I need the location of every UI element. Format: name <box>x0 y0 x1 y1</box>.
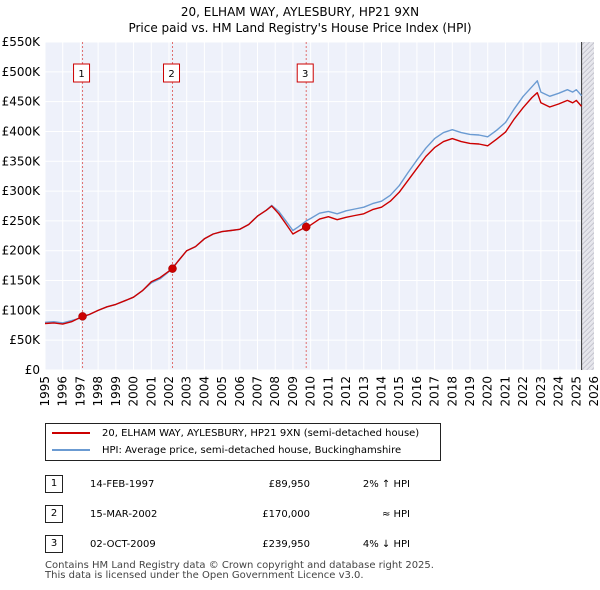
x-tick-label: 2007 <box>251 376 265 407</box>
sale-row: 2 15-MAR-2002 £170,000 ≈ HPI <box>45 505 485 523</box>
x-tick-label: 2023 <box>534 376 548 407</box>
x-tick-label: 2026 <box>587 376 600 407</box>
hatch-stroke <box>581 202 594 216</box>
sale-marker <box>168 264 177 273</box>
sale-number-badge: 2 <box>45 505 63 523</box>
y-tick-label: £100K <box>2 303 42 317</box>
sale-row: 3 02-OCT-2009 £239,950 4% ↓ HPI <box>45 535 485 553</box>
x-tick-label: 2008 <box>268 376 282 407</box>
sale-hpi-comparison: 4% ↓ HPI <box>362 539 410 550</box>
x-tick-label: 2025 <box>569 376 583 407</box>
series-lines <box>44 80 583 325</box>
legend-item-property: 20, ELHAM WAY, AYLESBURY, HP21 9XN (semi… <box>52 426 419 442</box>
x-tick-label: 1995 <box>38 376 52 407</box>
y-tick-label: £0 <box>25 363 40 377</box>
sale-number-box <box>296 63 314 83</box>
x-tick-label: 2013 <box>357 376 371 407</box>
sale-hpi-comparison: ≈ HPI <box>381 509 410 520</box>
x-tick-label: 2024 <box>552 376 566 407</box>
sale-number-badge: 3 <box>45 535 63 553</box>
x-tick-label: 1998 <box>91 376 105 407</box>
legend: 20, ELHAM WAY, AYLESBURY, HP21 9XN (semi… <box>45 423 441 461</box>
x-tick-label: 2006 <box>233 376 247 407</box>
x-tick-label: 2001 <box>144 376 158 407</box>
x-tick-label: 2003 <box>180 376 194 407</box>
y-tick-label: £300K <box>2 184 42 198</box>
sale-date: 15-MAR-2002 <box>90 509 158 520</box>
sale-number-box <box>73 63 91 83</box>
x-tick-label: 1996 <box>56 376 70 407</box>
legend-swatch-property <box>52 432 90 434</box>
x-tick-label: 2010 <box>304 376 318 407</box>
y-tick-label: £50K <box>9 333 41 347</box>
x-tick-label: 2017 <box>428 376 442 407</box>
legend-label-hpi: HPI: Average price, semi-detached house,… <box>102 445 402 456</box>
sale-row: 1 14-FEB-1997 £89,950 2% ↑ HPI <box>45 475 485 493</box>
plot-background <box>45 42 594 370</box>
hatch-stroke <box>581 92 594 106</box>
x-tick-label: 2016 <box>410 376 424 407</box>
x-tick-label: 2004 <box>197 376 211 407</box>
x-tick-label: 2009 <box>286 376 300 407</box>
footer-license: This data is licensed under the Open Gov… <box>45 570 364 581</box>
property-series-line <box>44 91 583 325</box>
sale-markers <box>78 222 311 321</box>
legend-item-hpi: HPI: Average price, semi-detached house,… <box>52 443 401 459</box>
y-tick-label: £250K <box>2 214 42 228</box>
hatch-stroke <box>597 42 600 370</box>
future-hatch <box>581 42 600 370</box>
sale-marker <box>78 312 87 321</box>
y-tick-label: £350K <box>2 154 42 168</box>
sale-marker <box>301 222 311 232</box>
sale-date-lines: 1 2 3 <box>73 42 583 370</box>
sale-number-label: 1 <box>78 69 84 80</box>
x-tick-label: 2022 <box>516 376 530 407</box>
axis-tick-labels: £0 £50K £100K £150K £200K £250K £300K £350K £400… <box>2 35 600 407</box>
x-tick-label: 1999 <box>109 376 123 407</box>
x-tick-label: 2000 <box>127 376 141 407</box>
x-tick-label: 2002 <box>162 376 176 407</box>
x-tick-label: 1997 <box>73 376 87 407</box>
x-tick-label: 2012 <box>339 376 353 407</box>
price-chart: 1 2 3 £0 £50K £100K £150K £200K £250K £300K £350K… <box>2 35 600 407</box>
y-tick-label: £400K <box>2 124 42 138</box>
x-tick-label: 2021 <box>498 376 512 407</box>
hatch-stroke <box>581 87 594 101</box>
x-tick-label: 2020 <box>481 376 495 407</box>
footer-copyright: Contains HM Land Registry data © Crown c… <box>45 560 434 571</box>
sale-price: £170,000 <box>262 509 310 520</box>
y-tick-label: £450K <box>2 95 42 109</box>
sale-number-box <box>163 63 181 83</box>
future-region <box>581 42 594 370</box>
sale-hpi-comparison: 2% ↑ HPI <box>362 479 410 490</box>
hatch-stroke <box>581 197 594 211</box>
x-tick-label: 2014 <box>374 376 388 407</box>
footer: Contains HM Land Registry data © Crown c… <box>45 561 434 581</box>
y-tick-label: £150K <box>2 274 42 288</box>
x-tick-label: 2019 <box>463 376 477 407</box>
legend-label-property: 20, ELHAM WAY, AYLESBURY, HP21 9XN (semi… <box>102 428 420 439</box>
chart-title-block: 20, ELHAM WAY, AYLESBURY, HP21 9XN Price… <box>0 4 600 36</box>
sale-number-badge: 1 <box>45 475 63 493</box>
sale-price: £239,950 <box>262 539 310 550</box>
sale-number-label: 3 <box>302 69 308 80</box>
y-tick-label: £500K <box>2 65 42 79</box>
chart-subtitle: Price paid vs. HM Land Registry's House … <box>128 21 472 35</box>
legend-swatch-hpi <box>52 449 90 451</box>
sale-price: £89,950 <box>268 479 310 490</box>
x-tick-label: 2018 <box>445 376 459 407</box>
hatch-stroke <box>581 312 594 326</box>
y-tick-label: £200K <box>2 244 42 258</box>
x-tick-label: 2015 <box>392 376 406 407</box>
sale-number-label: 2 <box>168 69 174 80</box>
sale-date: 14-FEB-1997 <box>90 479 155 490</box>
sale-date: 02-OCT-2009 <box>90 539 156 550</box>
hatch-stroke <box>581 307 594 321</box>
y-tick-label: £550K <box>2 35 42 49</box>
chart-title: 20, ELHAM WAY, AYLESBURY, HP21 9XN <box>180 5 420 19</box>
x-tick-label: 2011 <box>321 376 335 407</box>
x-tick-label: 2005 <box>215 376 229 407</box>
